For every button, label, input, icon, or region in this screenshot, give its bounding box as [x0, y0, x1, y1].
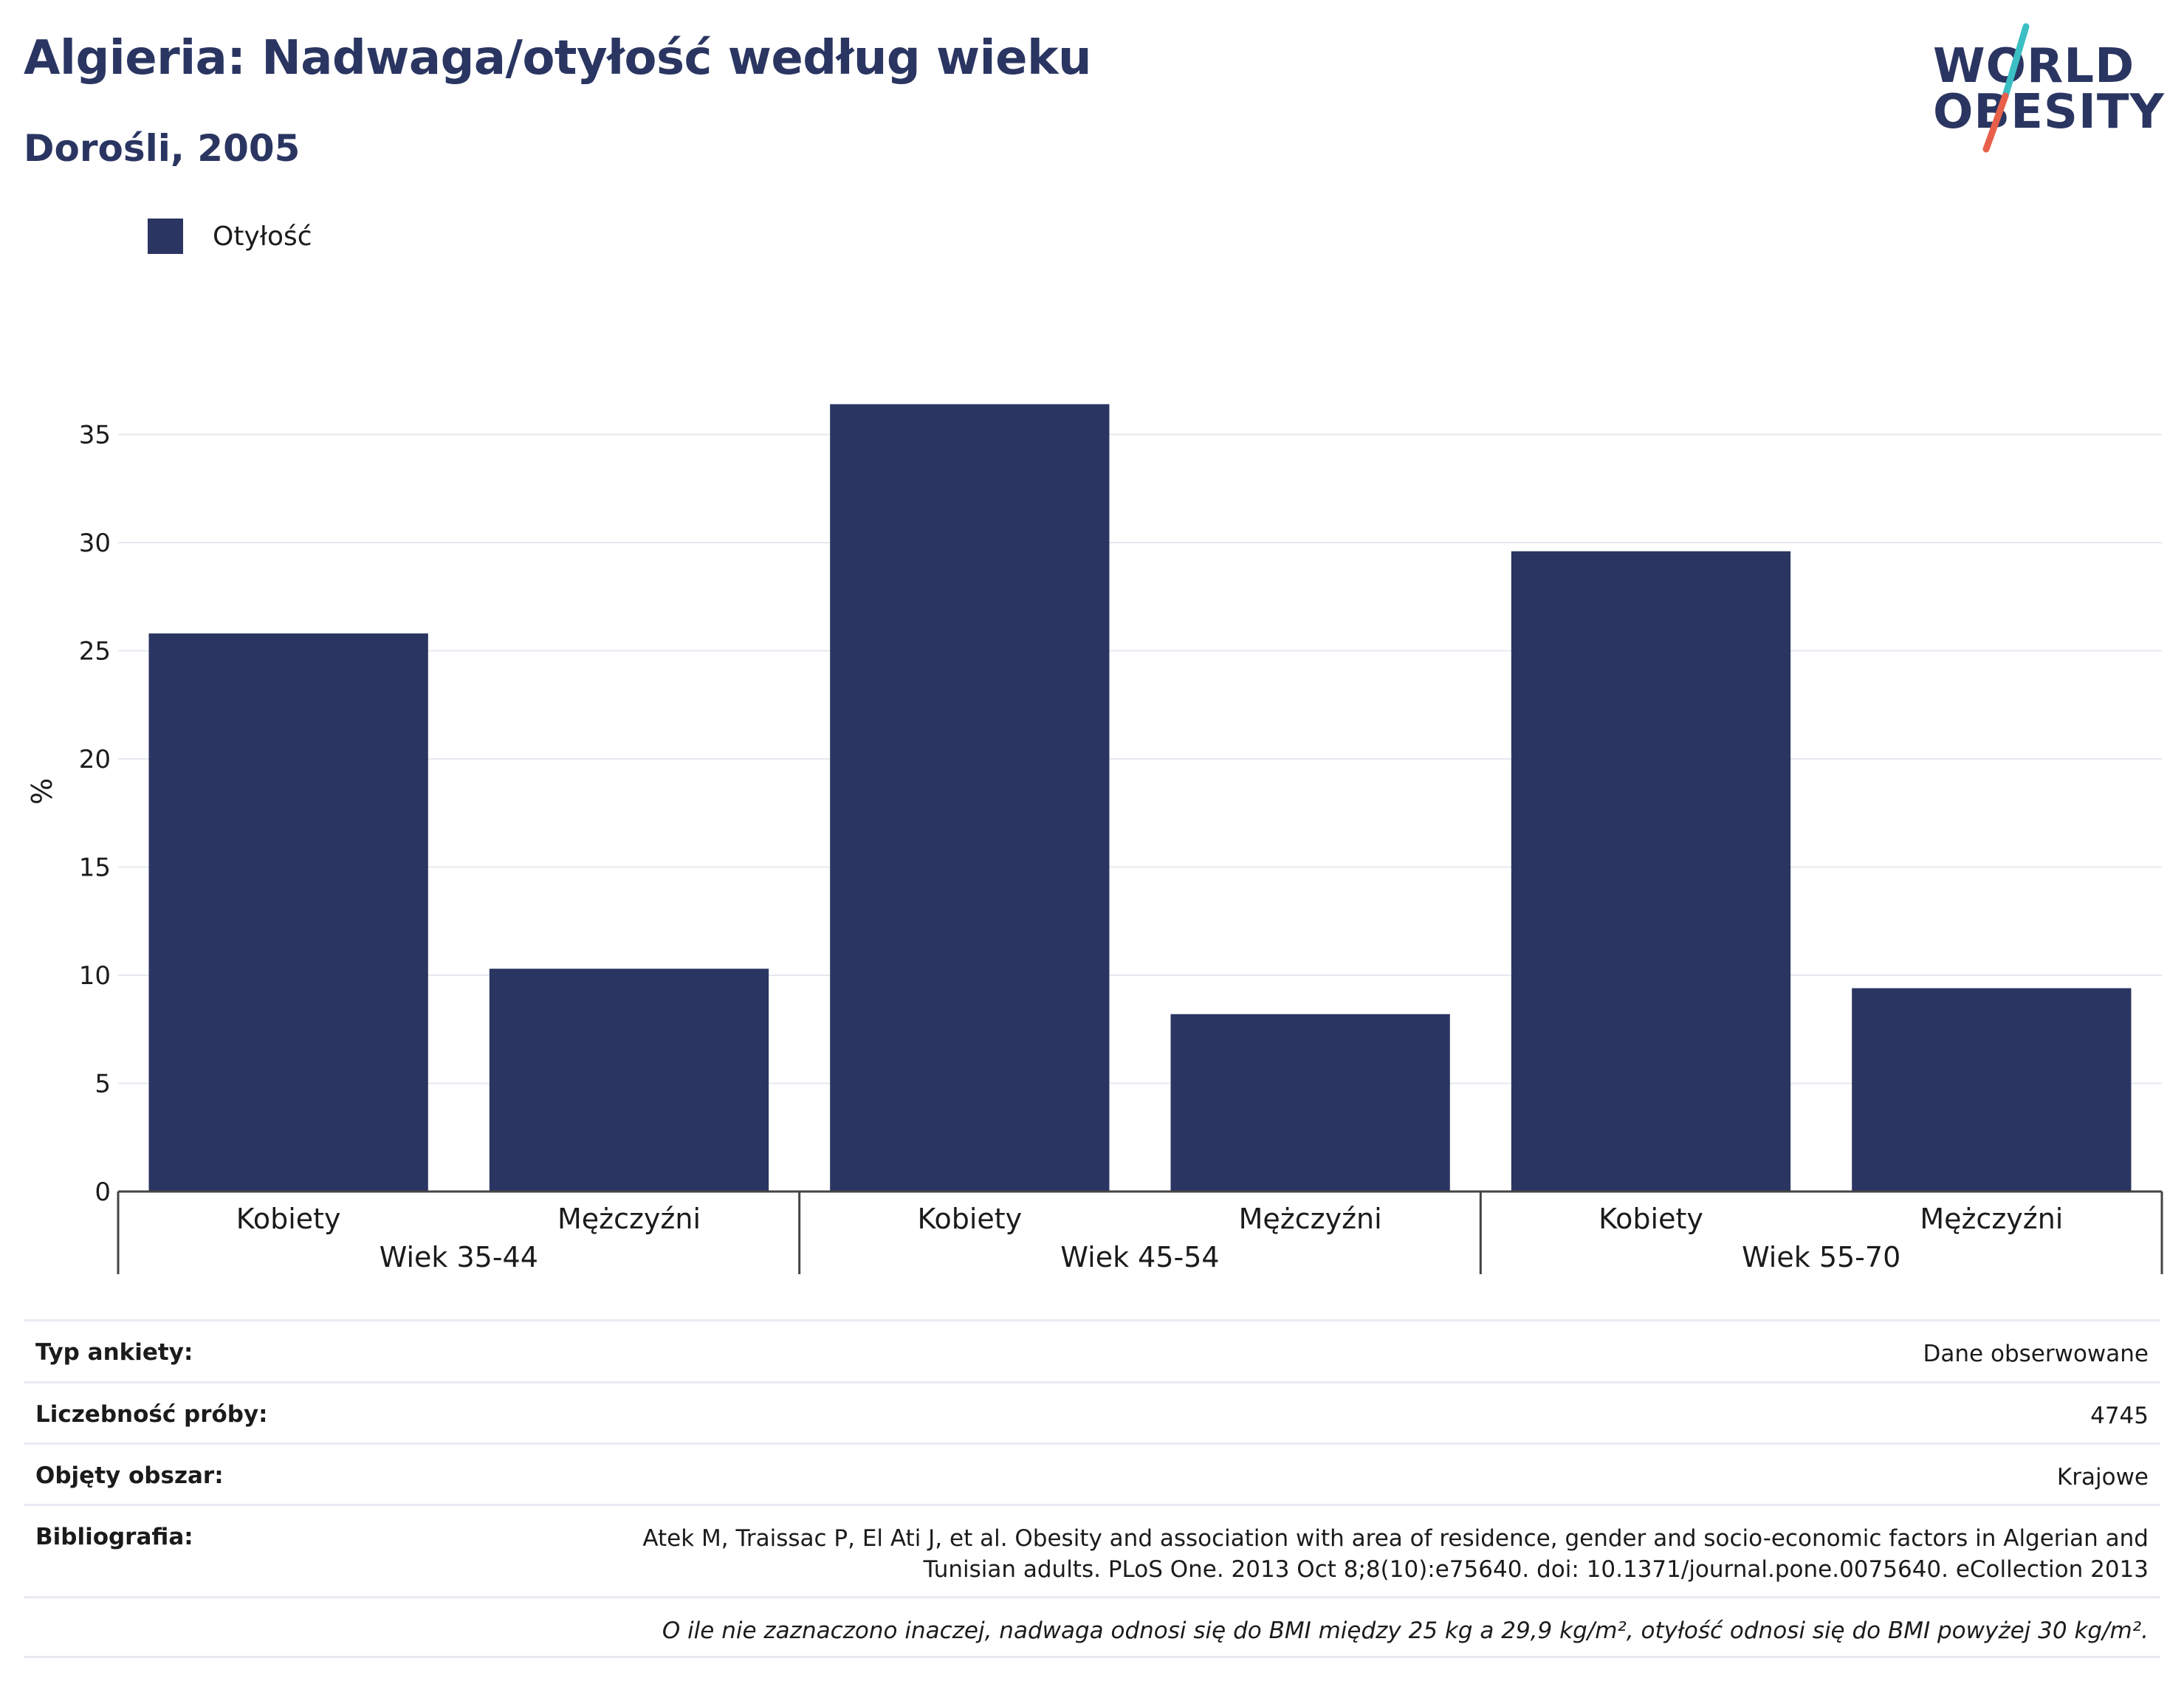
x-category-label: Mężczyźni: [1239, 1203, 1382, 1235]
info-row-survey-type: Typ ankiety: Dane obserwowane: [24, 1319, 2160, 1381]
sample-size-label: Liczebność próby:: [35, 1401, 268, 1428]
y-tick-label: 30: [79, 529, 111, 558]
x-category-label: Kobiety: [1598, 1203, 1703, 1235]
y-axis-label: %: [26, 778, 58, 805]
bar: [148, 633, 428, 1192]
info-row-sample-size: Liczebność próby: 4745: [24, 1381, 2160, 1443]
bar-chart: 0 5 10 15 20 25 30 35% Kobiety Mężczyźni Kobiety Mę…: [26, 404, 2163, 1274]
bar: [830, 404, 1110, 1192]
survey-type-label: Typ ankiety:: [35, 1339, 193, 1366]
y-tick-label: 35: [79, 421, 111, 450]
x-category-label: Kobiety: [917, 1203, 1022, 1235]
info-table: Typ ankiety: Dane obserwowane Liczebność…: [24, 1319, 2160, 1658]
legend: Otyłość: [148, 219, 312, 254]
y-tick-label: 10: [79, 961, 111, 991]
logo-line-2: OBESITY: [1933, 85, 2165, 140]
bar: [1511, 551, 1791, 1192]
legend-label-otylosc: Otyłość: [213, 221, 312, 252]
bibliography-value: Atek M, Traissac P, El Ati J, et al. Obe…: [642, 1524, 2149, 1586]
chart-title: Algieria: Nadwaga/otyłość według wieku: [24, 31, 1092, 86]
bar: [1852, 988, 2132, 1192]
x-group-label: Wiek 55-70: [1742, 1241, 1900, 1273]
area-value: Krajowe: [2056, 1464, 2149, 1491]
y-tick-label: 5: [95, 1070, 111, 1099]
logo-slash-coral: [1982, 92, 2009, 153]
x-group-label: Wiek 45-54: [1060, 1241, 1219, 1273]
y-tick-label: 20: [79, 745, 111, 774]
y-tick-label: 15: [79, 853, 111, 883]
y-tick-label: 25: [79, 637, 111, 667]
footnote: O ile nie zaznaczono inaczej, nadwaga od…: [662, 1617, 2149, 1644]
area-label: Objęty obszar:: [35, 1462, 224, 1489]
chart-subtitle: Dorośli, 2005: [24, 127, 301, 170]
bibliography-line-2: Tunisian adults. PLoS One. 2013 Oct 8;8(…: [923, 1555, 2149, 1583]
bar: [489, 969, 769, 1192]
bibliography-label: Bibliografia:: [35, 1524, 193, 1550]
info-row-area: Objęty obszar: Krajowe: [24, 1443, 2160, 1504]
world-obesity-logo: WORLD OBESITY: [1927, 22, 2171, 155]
info-row-footnote: O ile nie zaznaczono inaczej, nadwaga od…: [24, 1596, 2160, 1658]
bar: [1170, 1014, 1450, 1192]
sample-size-value: 4745: [2090, 1403, 2149, 1429]
logo-slash-icon: [1982, 23, 2030, 153]
x-category-label: Kobiety: [236, 1203, 341, 1235]
survey-type-value: Dane obserwowane: [1923, 1341, 2149, 1367]
x-group-label: Wiek 35-44: [380, 1241, 538, 1273]
legend-swatch-otylosc: [148, 219, 183, 254]
logo-slash-teal: [2002, 23, 2030, 100]
x-category-label: Mężczyźni: [1920, 1203, 2063, 1235]
info-row-bibliography: Bibliografia: Atek M, Traissac P, El Ati…: [24, 1504, 2160, 1596]
bibliography-line-1: Atek M, Traissac P, El Ati J, et al. Obe…: [642, 1525, 2149, 1552]
y-tick-label: 0: [95, 1177, 111, 1207]
x-category-label: Mężczyźni: [557, 1203, 701, 1235]
logo-line-1: WORLD: [1933, 39, 2135, 94]
